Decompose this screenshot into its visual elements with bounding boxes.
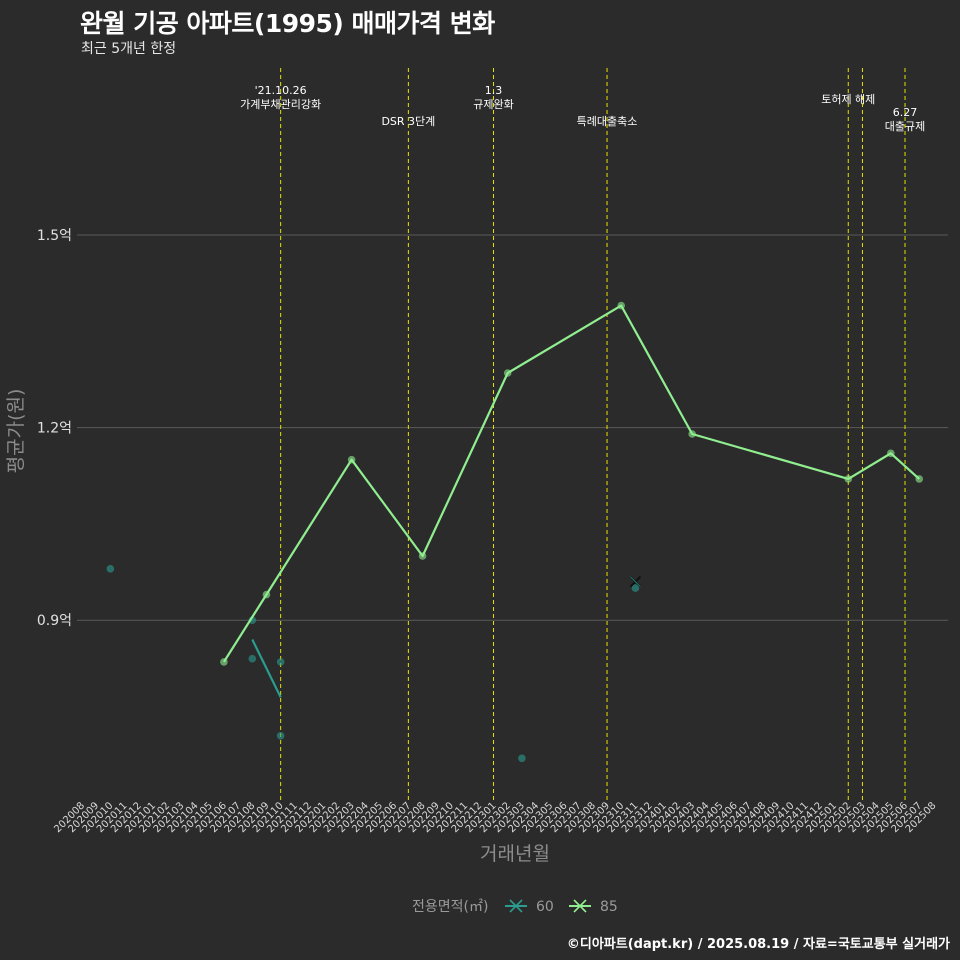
data-point-60	[106, 565, 115, 573]
legend-cross	[573, 899, 587, 913]
data-point-85	[887, 449, 895, 458]
event-label: '21.10.26	[255, 84, 307, 97]
legend-key-85: 85	[569, 899, 618, 915]
cross-marker-60	[629, 575, 642, 588]
y-tick-label: 0.9억	[37, 613, 72, 629]
event-label: DSR 3단계	[381, 115, 435, 128]
event-label: 규제완화	[473, 98, 513, 111]
chart-title: 완월 기공 아파트(1995) 매매가격 변화	[80, 9, 495, 38]
grid-layer	[77, 234, 948, 621]
source-caption: ©디아파트(dapt.kr) / 2025.08.19 / 자료=국토교통부 실…	[566, 937, 950, 952]
data-point-60	[248, 654, 257, 663]
data-point-85	[617, 301, 626, 310]
event-label: 토허제 해제	[821, 92, 875, 106]
legend-key-60: 60	[505, 899, 554, 915]
event-label: 대출규제	[885, 120, 925, 133]
data-point-85	[347, 455, 356, 464]
y-axis: 0.9억 1.2억 1.5억	[37, 228, 72, 629]
y-axis-title: 평균가(원)	[5, 389, 27, 474]
data-point-85	[418, 552, 427, 560]
cross-stroke-color	[630, 576, 641, 588]
series-line-60	[251, 639, 282, 698]
y-tick-label: 1.2억	[37, 421, 72, 437]
legend: 전용면적(㎡) 60 85	[412, 899, 618, 915]
data-point-60	[276, 731, 285, 740]
data-point-85	[844, 475, 853, 483]
data-point-60	[631, 584, 640, 592]
event-label: 1.3	[485, 84, 503, 97]
x-axis: 2020082020092020102020112020122021012021…	[52, 800, 938, 835]
data-point-85	[503, 369, 512, 377]
legend-label: 60	[536, 899, 554, 915]
data-point-60	[518, 754, 526, 763]
data-point-85	[915, 475, 924, 483]
legend-title: 전용면적(㎡)	[412, 899, 488, 915]
event-label: 가계부채관리강화	[240, 98, 321, 111]
chart-subtitle: 최근 5개년 한정	[81, 41, 177, 57]
legend-label: 85	[600, 899, 618, 915]
x-axis-title: 거래년월	[480, 843, 550, 865]
event-label: 6.27	[893, 106, 918, 119]
data-point-60	[276, 658, 285, 666]
data-point-85	[262, 590, 271, 599]
y-tick-label: 1.5억	[37, 228, 72, 244]
legend-cross	[509, 899, 523, 913]
series-layer	[106, 301, 924, 763]
event-label: 특례대출축소	[577, 115, 638, 128]
series-line-85	[222, 304, 920, 663]
data-point-85	[220, 658, 228, 666]
data-point-85	[688, 430, 696, 438]
